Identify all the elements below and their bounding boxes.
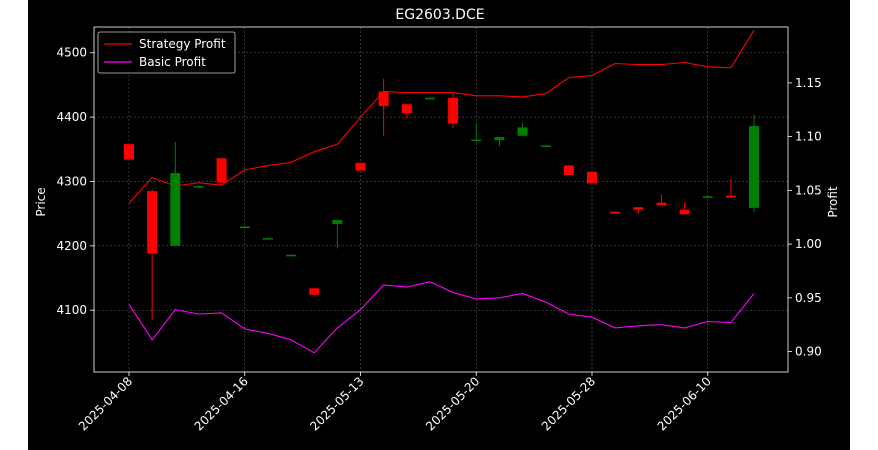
candle — [679, 202, 690, 215]
grid-layer — [94, 27, 788, 372]
candle — [424, 97, 435, 100]
legend: Strategy Profit Basic Profit — [97, 31, 236, 74]
x-tick-label: 2025-05-28 — [539, 374, 598, 433]
candle-body — [679, 209, 690, 215]
candle — [448, 92, 459, 129]
candle-body — [193, 185, 204, 188]
basic-profit-line — [128, 281, 755, 354]
x-tick-label: 2025-04-08 — [76, 374, 135, 433]
candle-body — [494, 137, 505, 141]
candle — [355, 162, 366, 171]
candle-body — [725, 195, 736, 198]
candle-body — [401, 104, 412, 114]
candle — [147, 189, 158, 320]
candle — [216, 158, 227, 183]
candle-body — [124, 144, 134, 160]
chart-figure: 4100 4200 4300 4400 4500 0.90 0.95 1.00 1.05 1.10… — [28, 0, 850, 450]
candle — [471, 123, 482, 142]
y-axis-label-right: Profit — [826, 186, 840, 218]
candle — [239, 225, 250, 229]
candle-body — [286, 254, 297, 257]
y-tick-label: 4400 — [56, 110, 87, 124]
candle — [610, 211, 621, 214]
candle — [286, 254, 297, 257]
candle-body — [424, 97, 435, 100]
y2-tick-label: 1.15 — [795, 76, 822, 90]
candle-body — [587, 171, 597, 184]
x-tick-label: 2025-06-10 — [655, 374, 714, 433]
y2-tick-label: 1.05 — [795, 183, 822, 197]
candle-body — [262, 238, 273, 240]
candle-body — [332, 220, 343, 224]
candle — [309, 288, 320, 295]
y2-tick-label: 0.90 — [795, 345, 822, 359]
y2-tick-label: 1.10 — [795, 130, 822, 144]
plot-frame — [93, 26, 789, 373]
profit-lines — [128, 29, 755, 354]
candle-body — [355, 162, 366, 171]
legend-label-strategy: Strategy Profit — [139, 37, 226, 51]
candle-body — [239, 226, 250, 229]
candle-body — [749, 126, 760, 208]
candle — [170, 142, 181, 246]
candle — [540, 144, 551, 147]
candlestick-chart: 4100 4200 4300 4400 4500 0.90 0.95 1.00 1.05 1.10… — [34, 7, 840, 433]
legend-box — [97, 31, 236, 74]
candle-body — [656, 202, 667, 206]
candles — [124, 78, 760, 320]
y-tick-label: 4200 — [56, 239, 87, 253]
candle — [563, 165, 574, 176]
candle — [587, 171, 597, 184]
chart-title: EG2603.DCE — [395, 7, 484, 23]
y-tick-label: 4100 — [56, 303, 87, 317]
strategy-profit-line — [128, 29, 755, 204]
candle-body — [378, 91, 389, 107]
y-axis-label-left: Price — [34, 187, 48, 216]
candle — [401, 104, 412, 119]
candle — [702, 195, 713, 198]
x-tick-label: 2025-05-20 — [423, 374, 482, 433]
candle — [725, 178, 736, 198]
y2-tick-label: 1.00 — [795, 237, 822, 251]
y2-tick-label: 0.95 — [795, 291, 822, 305]
candle-body — [170, 173, 181, 246]
candle — [494, 137, 505, 147]
candle — [193, 185, 204, 188]
candle-body — [216, 158, 227, 183]
candle-body — [610, 211, 621, 214]
candle-body — [471, 139, 482, 142]
candle — [749, 114, 760, 213]
legend-label-basic: Basic Profit — [139, 55, 206, 69]
candle-body — [702, 196, 713, 198]
candle-body — [540, 145, 551, 147]
candle — [332, 220, 343, 249]
candle — [656, 194, 667, 206]
x-tick-label: 2025-05-13 — [307, 374, 366, 433]
y-tick-label: 4300 — [56, 174, 87, 188]
candle — [124, 144, 134, 160]
candle-body — [309, 288, 320, 295]
candle — [633, 207, 644, 214]
candle-body — [633, 207, 644, 210]
candle-body — [448, 97, 459, 124]
candle — [262, 237, 273, 240]
candle — [517, 122, 528, 136]
candle-body — [147, 191, 158, 254]
candle-body — [563, 165, 574, 176]
x-tick-label: 2025-04-16 — [192, 374, 251, 433]
y-tick-label: 4500 — [56, 46, 87, 60]
candle-body — [517, 127, 528, 136]
candle — [378, 78, 389, 136]
